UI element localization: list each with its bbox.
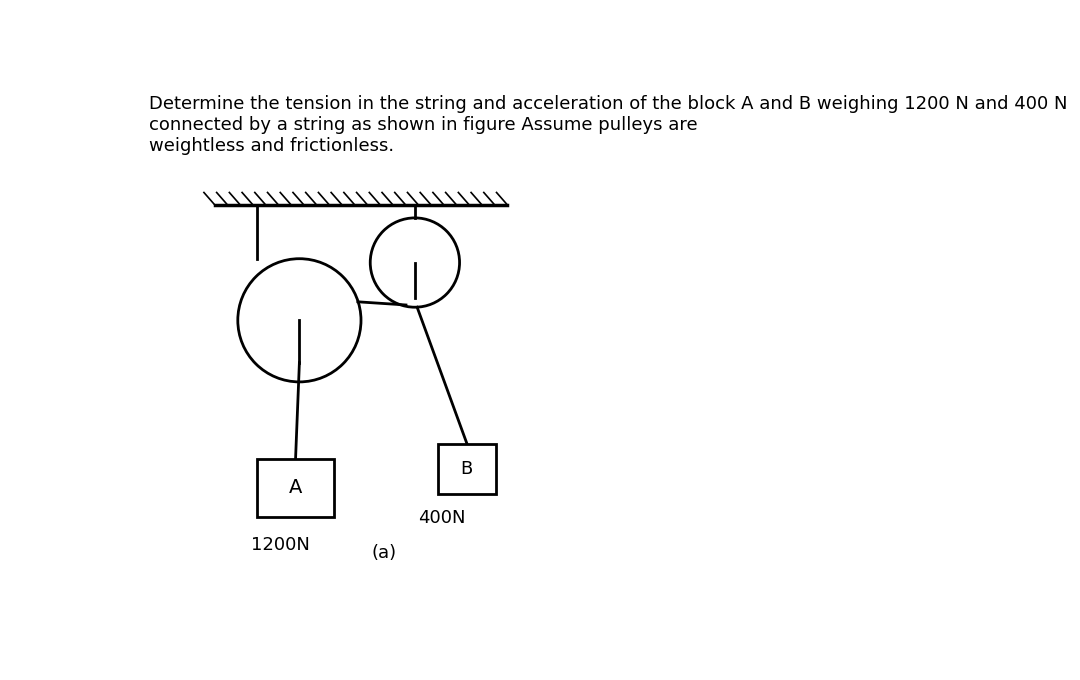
Text: B: B (461, 460, 473, 477)
Text: 1200N: 1200N (251, 536, 310, 554)
Text: Determine the tension in the string and acceleration of the block A and B weighi: Determine the tension in the string and … (149, 95, 1068, 155)
Bar (438, 443, 496, 494)
Text: 400N: 400N (418, 509, 465, 527)
Text: (a): (a) (372, 543, 396, 562)
Text: A: A (288, 478, 302, 497)
Bar (257, 459, 334, 517)
